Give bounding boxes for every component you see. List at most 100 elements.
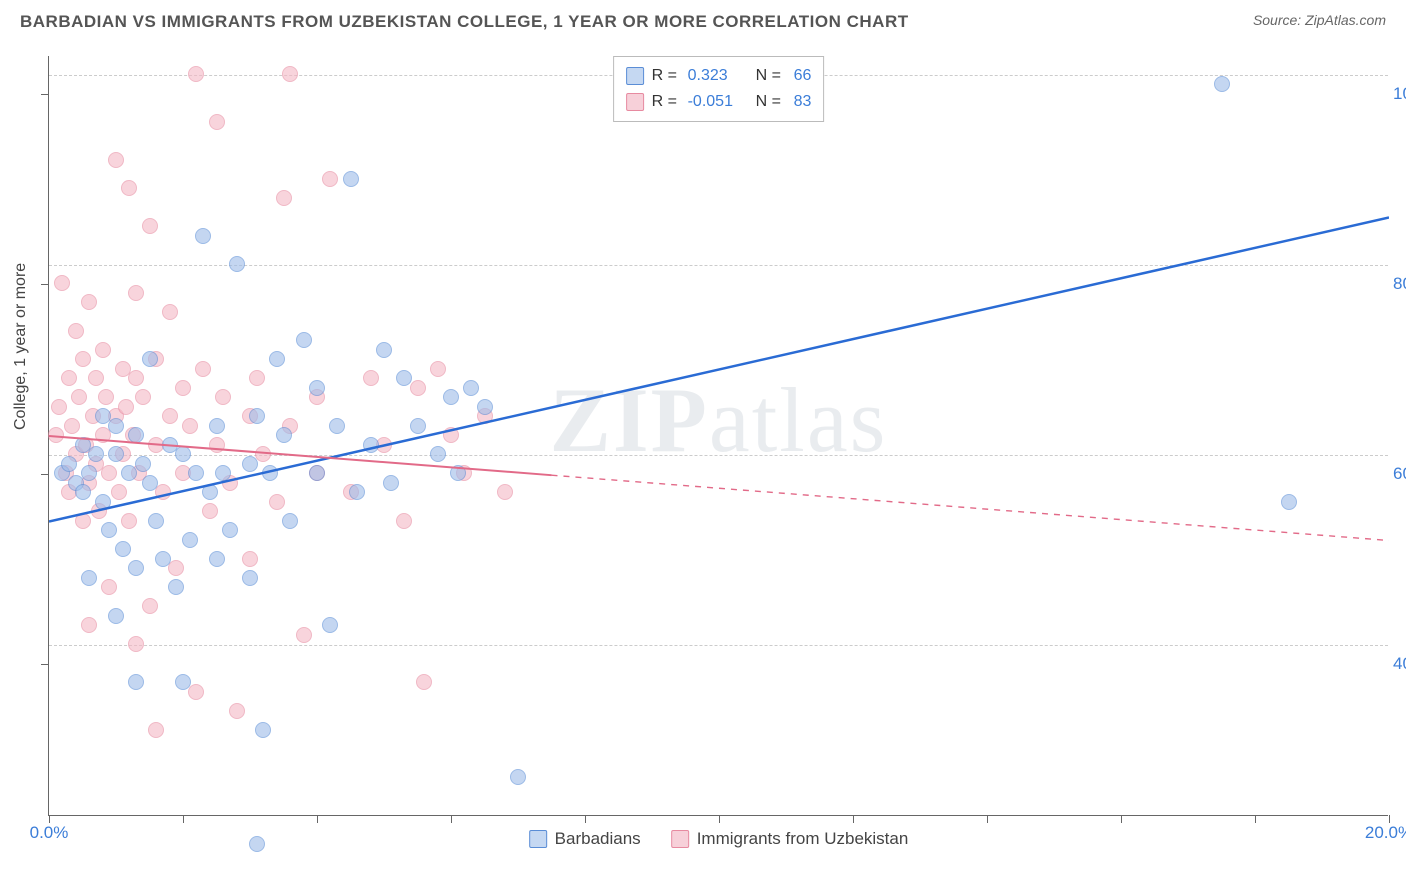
data-point (363, 370, 379, 386)
x-tick (1389, 815, 1390, 823)
data-point (108, 152, 124, 168)
data-point (108, 418, 124, 434)
trend-line (49, 218, 1389, 522)
r-value-blue: 0.323 (688, 67, 748, 85)
x-tick (585, 815, 586, 823)
data-point (75, 513, 91, 529)
y-tick (41, 94, 49, 95)
data-point (128, 427, 144, 443)
data-point (450, 465, 466, 481)
data-point (75, 484, 91, 500)
chart-title: BARBADIAN VS IMMIGRANTS FROM UZBEKISTAN … (20, 12, 909, 32)
x-tick (1255, 815, 1256, 823)
data-point (215, 465, 231, 481)
data-point (121, 513, 137, 529)
data-point (195, 361, 211, 377)
data-point (255, 722, 271, 738)
data-point (416, 674, 432, 690)
data-point (88, 446, 104, 462)
data-point (477, 399, 493, 415)
data-point (443, 427, 459, 443)
data-point (81, 465, 97, 481)
data-point (81, 570, 97, 586)
data-point (95, 494, 111, 510)
n-value-pink: 83 (794, 93, 812, 111)
data-point (81, 617, 97, 633)
x-tick (1121, 815, 1122, 823)
x-tick-label: 20.0% (1365, 823, 1406, 843)
y-tick-label: 40.0% (1393, 654, 1406, 674)
y-tick (41, 664, 49, 665)
data-point (209, 114, 225, 130)
data-point (162, 304, 178, 320)
data-point (383, 475, 399, 491)
legend-label-blue: Barbadians (555, 829, 641, 849)
data-point (249, 836, 265, 852)
data-point (349, 484, 365, 500)
data-point (108, 446, 124, 462)
data-point (175, 446, 191, 462)
data-point (396, 370, 412, 386)
swatch-pink (671, 830, 689, 848)
data-point (128, 370, 144, 386)
data-point (296, 627, 312, 643)
data-point (262, 465, 278, 481)
gridline (49, 265, 1388, 266)
data-point (282, 513, 298, 529)
data-point (98, 389, 114, 405)
x-tick (719, 815, 720, 823)
swatch-blue (529, 830, 547, 848)
data-point (182, 532, 198, 548)
data-point (68, 323, 84, 339)
data-point (276, 427, 292, 443)
data-point (510, 769, 526, 785)
data-point (61, 456, 77, 472)
data-point (135, 456, 151, 472)
data-point (410, 380, 426, 396)
data-point (101, 579, 117, 595)
data-point (148, 722, 164, 738)
x-tick (853, 815, 854, 823)
legend-item-pink: Immigrants from Uzbekistan (671, 829, 909, 849)
trend-line (552, 475, 1390, 540)
data-point (363, 437, 379, 453)
data-point (162, 408, 178, 424)
data-point (155, 484, 171, 500)
x-tick (987, 815, 988, 823)
plot-area: ZIPatlas R = 0.323 N = 66 R = -0.051 N =… (48, 56, 1388, 816)
data-point (242, 551, 258, 567)
data-point (142, 475, 158, 491)
legend-item-blue: Barbadians (529, 829, 641, 849)
data-point (209, 418, 225, 434)
y-tick (41, 474, 49, 475)
n-value-blue: 66 (794, 67, 812, 85)
data-point (255, 446, 271, 462)
data-point (322, 617, 338, 633)
data-point (128, 636, 144, 652)
data-point (309, 465, 325, 481)
data-point (282, 66, 298, 82)
data-point (249, 408, 265, 424)
data-point (215, 389, 231, 405)
data-point (182, 418, 198, 434)
y-tick-label: 80.0% (1393, 274, 1406, 294)
data-point (1281, 494, 1297, 510)
data-point (229, 256, 245, 272)
data-point (497, 484, 513, 500)
data-point (51, 399, 67, 415)
data-point (168, 579, 184, 595)
data-point (101, 465, 117, 481)
data-point (269, 351, 285, 367)
data-point (343, 171, 359, 187)
data-point (128, 285, 144, 301)
data-point (135, 389, 151, 405)
legend-row-blue: R = 0.323 N = 66 (626, 63, 812, 89)
y-tick-label: 60.0% (1393, 464, 1406, 484)
watermark: ZIPatlas (550, 367, 888, 473)
data-point (101, 522, 117, 538)
n-label: N = (756, 93, 786, 111)
x-tick (317, 815, 318, 823)
data-point (111, 484, 127, 500)
data-point (322, 171, 338, 187)
trend-lines (49, 56, 1389, 816)
